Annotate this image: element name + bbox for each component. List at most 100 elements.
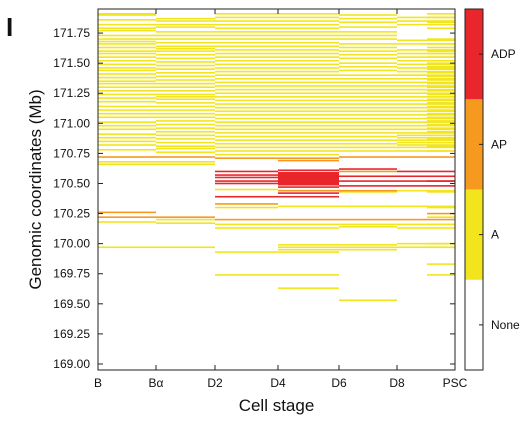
x-axis: B Bα D2 D4 D6 D8 PSC: [94, 9, 468, 390]
x-tick-label: D8: [389, 376, 405, 390]
segment-a: [98, 59, 156, 62]
segment-a: [215, 81, 278, 84]
segment-a: [215, 121, 278, 123]
segment-a: [427, 68, 455, 70]
segment-a: [278, 16, 339, 19]
segment-a: [427, 206, 455, 209]
segment-adp: [215, 174, 278, 176]
segment-a: [98, 82, 156, 85]
colorbar-label-ap: AP: [491, 137, 507, 151]
segment-a: [215, 223, 278, 226]
segment-a: [427, 79, 455, 81]
segment-a: [156, 141, 215, 144]
segment-a: [156, 90, 215, 92]
y-tick-label: 170.00: [53, 237, 90, 251]
segment-a: [278, 205, 339, 208]
segment-a: [156, 123, 215, 126]
segment-a: [98, 40, 156, 43]
segment-a: [98, 46, 156, 49]
segment-ap: [98, 156, 156, 158]
segment-a: [156, 222, 215, 224]
segment-a: [339, 135, 397, 138]
segment-a: [278, 41, 339, 44]
segment-a: [278, 121, 339, 123]
segment-a: [98, 140, 156, 143]
segment-a: [98, 93, 156, 96]
segment-a: [278, 56, 339, 58]
segment-adp: [397, 170, 455, 173]
segment-a: [397, 121, 455, 123]
segment-adp: [397, 175, 455, 178]
segment-a: [427, 263, 455, 265]
segment-a: [156, 163, 215, 166]
segment-a: [397, 92, 455, 95]
segment-a: [397, 136, 455, 139]
segment-a: [98, 76, 156, 79]
panel-letter: I: [6, 12, 13, 42]
segment-a: [339, 17, 397, 20]
segment-a: [215, 70, 278, 73]
segment-a: [397, 88, 455, 91]
segment-a: [98, 105, 156, 108]
segment-a: [156, 151, 215, 153]
segment-a: [339, 205, 397, 208]
segment-a: [215, 150, 278, 152]
segment-a: [215, 153, 278, 156]
segment-a: [397, 246, 455, 249]
segment-a: [339, 62, 397, 64]
segment-ap: [339, 170, 397, 173]
segment-a: [98, 29, 156, 32]
segment-ap: [156, 156, 215, 158]
segment-a: [339, 223, 397, 226]
segment-a: [339, 26, 397, 28]
colorbar-band-adp: [465, 9, 483, 100]
colorbar-frame: [464, 8, 484, 371]
segment-a: [339, 69, 397, 72]
segment-ap: [278, 159, 339, 162]
segment-a: [339, 74, 397, 76]
segment-a: [98, 73, 156, 75]
segment-a: [339, 121, 397, 123]
segment-a: [156, 34, 215, 37]
segment-a: [278, 135, 339, 138]
segment-a: [278, 77, 339, 80]
segment-a: [215, 110, 278, 113]
segment-a: [278, 31, 339, 33]
segment-a: [98, 13, 156, 15]
segment-a: [278, 124, 339, 127]
segment-a: [397, 103, 455, 105]
segment-a: [156, 61, 215, 63]
segment-a: [427, 71, 455, 74]
y-tick-label: 171.75: [53, 26, 90, 40]
segment-adp: [339, 180, 397, 182]
segment-a: [397, 56, 455, 58]
segment-a: [156, 120, 215, 122]
state-colorbar-legend: None A AP ADP: [464, 8, 520, 371]
segment-a: [215, 124, 278, 127]
segment-a: [397, 63, 455, 66]
segment-a: [397, 99, 455, 102]
segment-a: [156, 102, 215, 104]
segment-a: [215, 99, 278, 102]
segment-a: [427, 274, 455, 276]
segment-a: [278, 13, 339, 15]
segment-adp: [215, 180, 278, 182]
segment-a: [278, 59, 339, 62]
segment-a: [339, 14, 397, 16]
segment-a: [215, 88, 278, 91]
segment-a: [98, 19, 156, 21]
segment-a: [156, 31, 215, 33]
colorbar-band-a: [465, 189, 483, 280]
segment-a: [156, 57, 215, 60]
segment-adp: [278, 173, 339, 175]
segment-a: [215, 27, 278, 30]
segment-a: [397, 242, 455, 245]
segment-a: [156, 246, 215, 249]
segment-adp: [215, 195, 278, 198]
segment-a: [427, 96, 455, 98]
segment-adp: [427, 180, 455, 182]
segment-a: [278, 139, 339, 141]
colorbar-band-ap: [465, 99, 483, 190]
segment-a: [215, 251, 278, 253]
